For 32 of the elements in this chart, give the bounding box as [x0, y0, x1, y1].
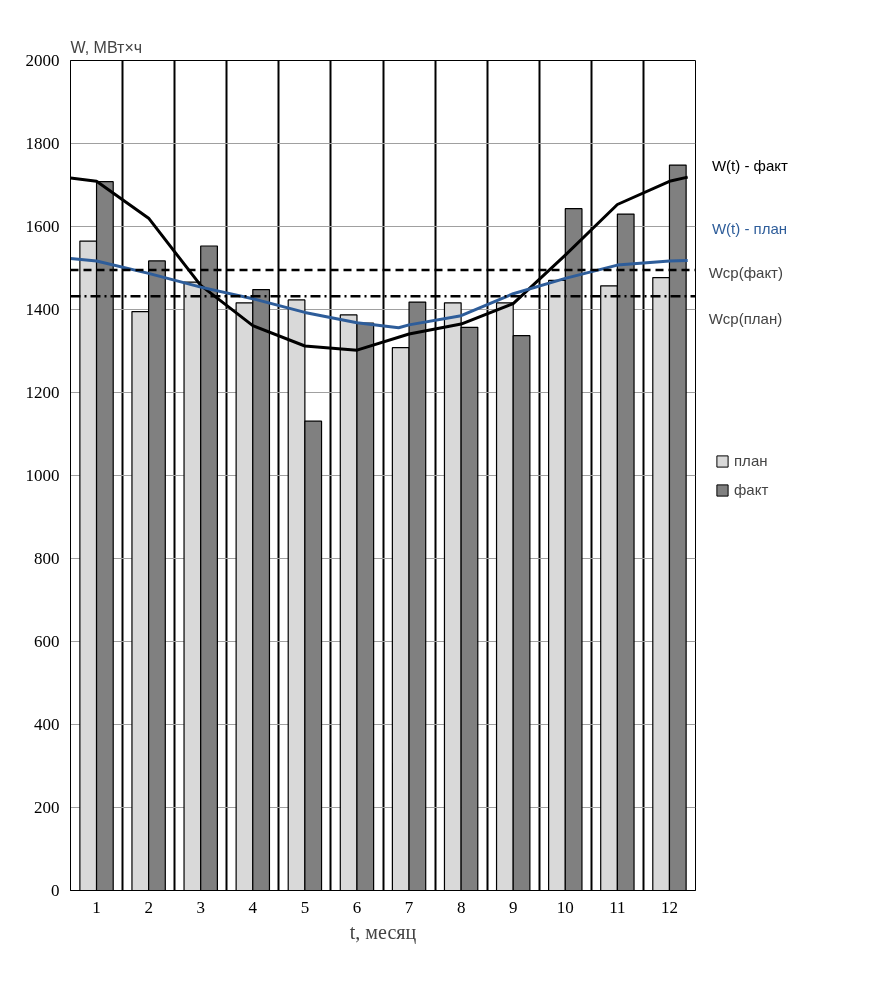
y-tick-label: 2000: [25, 51, 60, 70]
legend-label: факт: [734, 481, 769, 498]
x-tick-label: 2: [144, 897, 153, 917]
y-tick-label: 400: [34, 715, 60, 734]
y-tick-label: 200: [34, 798, 60, 817]
y-tick-label: 800: [34, 549, 60, 568]
y-tick-label: 1400: [25, 300, 60, 319]
ref-line-label: Wср(план): [708, 309, 783, 327]
y-tick-label: 1200: [25, 383, 60, 402]
ref-line-label: Wср(факт): [708, 263, 783, 281]
x-tick-label: 11: [609, 897, 626, 917]
series-label: W(t) - факт: [711, 156, 788, 174]
x-tick-label: 9: [508, 897, 518, 917]
x-axis-title: t, месяц: [349, 920, 417, 944]
y-tick-label: 0: [51, 881, 60, 900]
x-tick-label: 8: [456, 897, 466, 917]
y-axis-title: W, МВт×ч: [70, 38, 143, 56]
x-tick-label: 4: [248, 897, 258, 917]
x-tick-label: 12: [660, 897, 678, 917]
line-series: [70, 256, 690, 330]
x-tick-label: 5: [300, 897, 310, 917]
y-tick-label: 1600: [25, 217, 60, 236]
y-tick-label: 1000: [25, 466, 60, 485]
x-tick-label: 3: [196, 897, 205, 917]
y-tick-label: 1800: [25, 134, 60, 153]
x-tick-label: 6: [352, 897, 362, 917]
x-tick-label: 7: [404, 897, 414, 917]
x-tick-label: 1: [92, 897, 101, 917]
legend-label: план: [734, 452, 768, 469]
x-tick-label: 10: [556, 897, 574, 917]
text: W(t) - план: [711, 220, 788, 238]
y-tick-label: 600: [34, 632, 60, 651]
